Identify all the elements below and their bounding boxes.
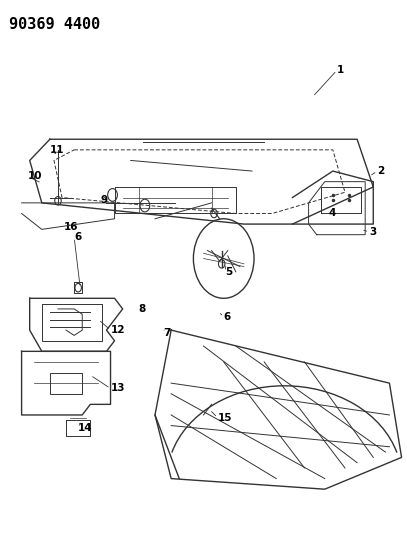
Text: 11: 11 [50, 145, 64, 155]
Bar [50, 373, 82, 394]
Text: 6: 6 [74, 232, 81, 243]
Text: 5: 5 [225, 267, 232, 277]
Text: 3: 3 [369, 227, 376, 237]
Text: 7: 7 [163, 328, 171, 338]
Text: 9: 9 [101, 195, 107, 205]
Text: 10: 10 [28, 172, 42, 181]
Text: 12: 12 [111, 325, 125, 335]
Text: 1: 1 [337, 66, 344, 75]
Text: 8: 8 [139, 304, 146, 314]
Text: 15: 15 [218, 413, 232, 423]
Text: 13: 13 [111, 383, 125, 393]
Text: 14: 14 [78, 423, 93, 433]
Text: 4: 4 [329, 208, 336, 219]
Text: 16: 16 [64, 222, 79, 232]
Text: 6: 6 [224, 312, 231, 322]
Text: 90369 4400: 90369 4400 [9, 17, 101, 33]
Text: 2: 2 [377, 166, 385, 176]
